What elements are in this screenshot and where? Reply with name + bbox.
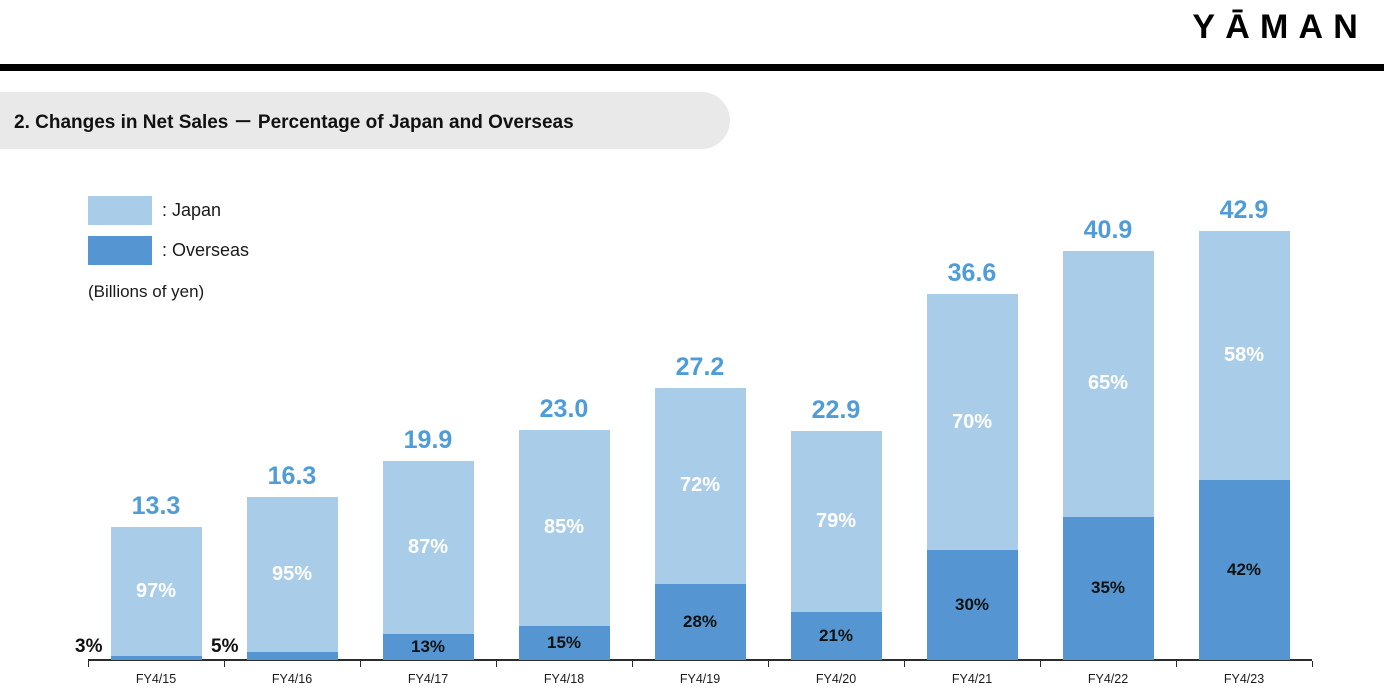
bar-total-label: 16.3 [267,462,317,490]
axis-tick [1040,661,1041,667]
axis-tick [1312,661,1313,667]
overseas-bar-segment: 13% [382,634,474,660]
x-axis-line [88,659,1312,661]
yaman-logo: YĀMAN [1192,8,1368,46]
overseas-bar-segment: 21% [790,611,882,660]
japan-legend-label: : Japan [162,200,222,220]
japan-bar-segment: 79% [790,431,882,612]
category-label: FY4/17 [407,672,449,686]
overseas-bar-segment: 35% [1062,516,1154,660]
category-label: FY4/23 [1223,672,1265,686]
legend-row-japan: : Japan [88,196,249,225]
overseas-legend-label: : Overseas [162,240,250,260]
japan-legend-swatch [88,196,152,225]
header-divider [0,64,1384,71]
bar-total-label: 13.3 [131,492,181,520]
units-label: (Billions of yen) [88,282,205,301]
overseas-bar-segment: 42% [1198,479,1290,660]
bar-total-label: 22.9 [811,396,861,424]
overseas-bar-segment [246,651,338,660]
japan-bar-segment: 65% [1062,251,1154,517]
category-label: FY4/18 [543,672,585,686]
axis-tick [88,661,89,667]
japan-bar-segment: 87% [382,461,474,635]
axis-tick [496,661,497,667]
axis-tick [632,661,633,667]
overseas-percent-outside-label: 3% [75,636,103,657]
bar-total-label: 23.0 [539,395,589,423]
bar-total-label: 36.6 [947,259,997,287]
japan-bar-segment: 70% [926,294,1018,551]
overseas-legend-swatch [88,236,152,265]
axis-tick [224,661,225,667]
overseas-bar-segment: 30% [926,550,1018,660]
overseas-percent-outside-label: 5% [211,636,239,657]
axis-tick [360,661,361,667]
legend: : Japan : Overseas (Billions of yen) [88,196,249,302]
axis-tick [768,661,769,667]
overseas-bar-segment: 15% [518,625,610,660]
axis-tick [1176,661,1177,667]
category-label: FY4/22 [1087,672,1129,686]
japan-bar-segment: 97% [110,527,202,656]
title-band: 2. Changes in Net Sales － Percentage of … [0,92,730,149]
category-label: FY4/21 [951,672,993,686]
bar-total-label: 19.9 [403,426,453,454]
japan-bar-segment: 72% [654,388,746,584]
category-label: FY4/15 [135,672,177,686]
japan-bar-segment: 58% [1198,231,1290,480]
overseas-bar-segment [110,656,202,660]
category-label: FY4/20 [815,672,857,686]
axis-tick [904,661,905,667]
page-title: 2. Changes in Net Sales － Percentage of … [14,112,574,133]
category-label: FY4/19 [679,672,721,686]
japan-bar-segment: 85% [518,430,610,626]
japan-bar-segment: 95% [246,497,338,652]
bar-total-label: 27.2 [675,353,725,381]
category-label: FY4/16 [271,672,313,686]
legend-row-overseas: : Overseas [88,236,249,265]
overseas-bar-segment: 28% [654,583,746,660]
bar-total-label: 42.9 [1219,196,1269,224]
bar-total-label: 40.9 [1083,216,1133,244]
